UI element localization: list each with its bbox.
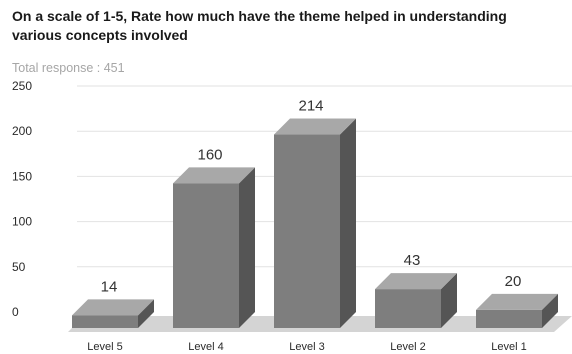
bar-side xyxy=(542,293,558,328)
bar-top xyxy=(173,167,255,184)
data-label: 20 xyxy=(505,273,522,290)
y-tick-label: 250 xyxy=(12,79,32,93)
x-tick-label: Level 1 xyxy=(491,341,526,353)
y-tick-label: 200 xyxy=(12,124,32,138)
x-tick-label: Level 3 xyxy=(289,341,324,353)
bar xyxy=(72,315,138,328)
x-tick-label: Level 2 xyxy=(390,341,425,353)
bar-side xyxy=(441,273,457,328)
bar-top xyxy=(375,273,457,290)
bar-top xyxy=(72,299,154,316)
bar-side xyxy=(239,167,255,328)
x-tick-label: Level 4 xyxy=(188,341,223,353)
bar xyxy=(274,134,340,328)
data-label: 160 xyxy=(197,146,222,163)
bar xyxy=(375,289,441,328)
chart-title: On a scale of 1-5, Rate how much have th… xyxy=(12,8,507,43)
y-tick-label: 0 xyxy=(12,305,19,319)
bar-side xyxy=(138,299,154,328)
bar-top xyxy=(274,118,356,135)
bar-side xyxy=(340,118,356,328)
bar xyxy=(476,309,542,328)
x-tick-label: Level 5 xyxy=(87,341,122,353)
y-tick-label: 100 xyxy=(12,215,32,229)
bar xyxy=(173,183,239,328)
y-tick-label: 50 xyxy=(12,260,26,274)
data-label: 14 xyxy=(101,278,118,295)
y-tick-label: 150 xyxy=(12,169,32,183)
bar-top xyxy=(476,293,558,310)
data-label: 43 xyxy=(404,252,421,269)
data-label: 214 xyxy=(298,98,323,115)
chart-subtitle: Total response : 451 xyxy=(12,61,125,75)
